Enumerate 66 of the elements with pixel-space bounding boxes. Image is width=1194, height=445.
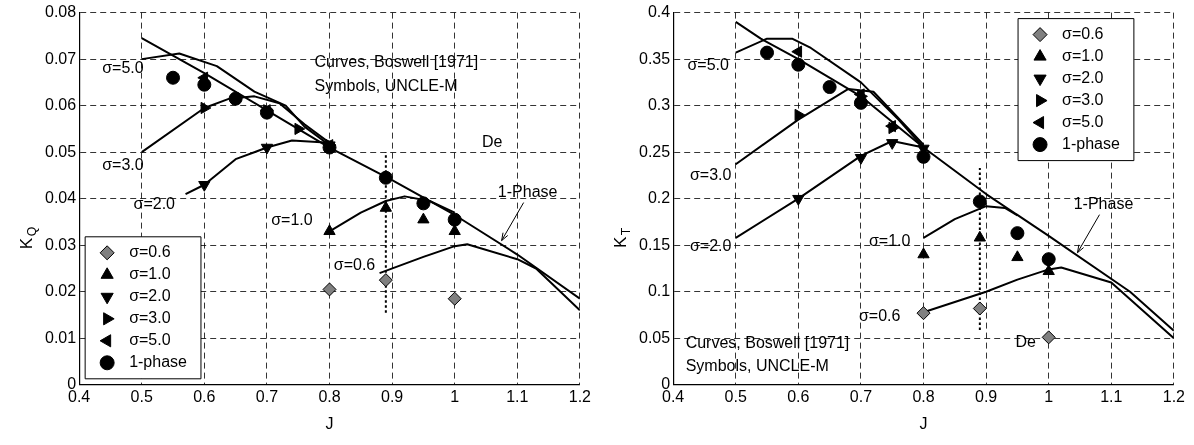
y-tick-label: 0.02 xyxy=(45,282,77,300)
y-tick-label: 0.05 xyxy=(45,142,77,160)
y-tick-label: 0.4 xyxy=(647,3,671,21)
y-tick-label: 0.01 xyxy=(45,328,77,346)
y-tick-label: 0.07 xyxy=(45,49,77,67)
annotation: σ=3.0 xyxy=(102,155,144,173)
y-axis-title: KT xyxy=(610,227,633,249)
annotation: σ=2.0 xyxy=(689,237,732,255)
x-tick-label: 0.8 xyxy=(318,387,341,405)
legend-label: σ=5.0 xyxy=(1062,113,1104,131)
legend-label: σ=5.0 xyxy=(129,331,171,349)
annotation: Curves, Boswell [1971] xyxy=(314,53,479,71)
legend-label: σ=1.0 xyxy=(1062,47,1104,65)
x-tick-label: 0.7 xyxy=(849,387,873,405)
y-tick-label: 0.08 xyxy=(45,3,77,21)
y-tick-label: 0.05 xyxy=(639,328,671,346)
legend-label: 1-phase xyxy=(1062,135,1120,153)
y-tick-label: 0.04 xyxy=(45,189,77,207)
annotation: 1-Phase xyxy=(497,182,558,200)
x-tick-label: 0.6 xyxy=(193,387,216,405)
y-tick-label: 0.15 xyxy=(639,235,671,253)
x-axis-title: J xyxy=(325,415,334,433)
x-tick-label: 0.8 xyxy=(912,387,935,405)
legend-label: σ=3.0 xyxy=(1062,91,1104,109)
y-axis-title: KQ xyxy=(16,226,39,250)
annotation: De xyxy=(1015,333,1036,351)
y-tick-label: 0.1 xyxy=(647,282,671,300)
annotation: σ=0.6 xyxy=(333,255,376,273)
x-tick-label: 0.5 xyxy=(724,387,747,405)
annotation: Symbols, UNCLE-M xyxy=(685,357,829,375)
annotation: 1-Phase xyxy=(1073,195,1134,213)
x-tick-label: 1.1 xyxy=(506,387,529,405)
y-tick-label: 0.25 xyxy=(639,142,671,160)
x-tick-label: 0.5 xyxy=(130,387,153,405)
annotation: Symbols, UNCLE-M xyxy=(314,77,458,95)
x-tick-label: 1.1 xyxy=(1100,387,1123,405)
annotation: De xyxy=(482,133,503,151)
legend-label: σ=2.0 xyxy=(129,287,171,305)
y-tick-label: 0.06 xyxy=(45,96,77,114)
y-tick-label: 0.35 xyxy=(639,49,671,67)
annotation: Curves, Boswell [1971] xyxy=(685,334,850,352)
y-tick-label: 0.3 xyxy=(647,96,671,114)
legend-label: σ=1.0 xyxy=(129,265,171,283)
legend-label: 1-phase xyxy=(129,353,188,371)
x-tick-label: 1.2 xyxy=(1162,387,1186,405)
y-tick-label: 0.03 xyxy=(45,235,77,253)
x-axis-title: J xyxy=(919,415,928,433)
y-tick-label: 0.2 xyxy=(647,189,671,207)
x-tick-label: 1 xyxy=(450,387,460,405)
annotation: σ=0.6 xyxy=(858,307,901,325)
legend-label: σ=0.6 xyxy=(129,243,171,261)
x-tick-label: 0.9 xyxy=(380,387,404,405)
legend-label: σ=3.0 xyxy=(129,309,171,327)
x-tick-label: 1 xyxy=(1044,387,1054,405)
annotation: σ=5.0 xyxy=(687,56,730,74)
x-tick-label: 1.2 xyxy=(568,387,592,405)
x-tick-label: 0.7 xyxy=(255,387,279,405)
annotation: σ=3.0 xyxy=(689,165,732,183)
annotation: σ=1.0 xyxy=(868,231,911,249)
annotation: σ=1.0 xyxy=(271,211,313,229)
annotation: σ=2.0 xyxy=(133,195,176,213)
legend-label: σ=0.6 xyxy=(1062,25,1104,43)
annotation: σ=5.0 xyxy=(102,58,144,76)
legend-label: σ=2.0 xyxy=(1062,69,1104,87)
x-tick-label: 0.9 xyxy=(974,387,998,405)
x-tick-label: 0.6 xyxy=(787,387,810,405)
